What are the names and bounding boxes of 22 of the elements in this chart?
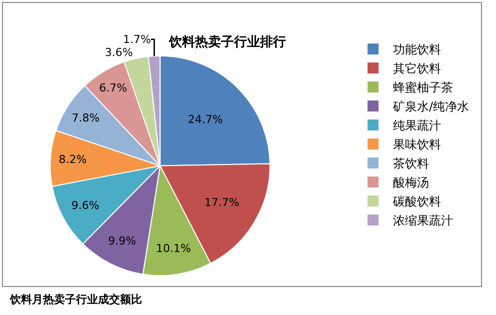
legend-label: 功能饮料 xyxy=(393,42,442,57)
legend-label: 矿泉水/纯净水 xyxy=(392,100,470,114)
chart-title: 饮料热卖子行业排行 xyxy=(168,35,286,50)
data-label: 9.6% xyxy=(71,199,100,212)
data-label: 10.1% xyxy=(156,242,191,255)
legend-label: 其它饮料 xyxy=(393,62,442,76)
legend-label: 碳酸饮料 xyxy=(392,194,442,209)
data-label: 1.7% xyxy=(123,32,151,46)
legend-label: 果味饮料 xyxy=(393,138,442,152)
data-label: 7.8% xyxy=(72,111,100,124)
legend-label: 浓缩果蔬汁 xyxy=(393,214,454,228)
legend-label: 纯果蔬汁 xyxy=(393,118,442,133)
text: 饮料月热卖子行业成交额比 xyxy=(10,292,142,307)
legend-label: 酸梅汤 xyxy=(393,176,430,190)
data-label: 3.6% xyxy=(104,46,133,59)
data-label: 6.7% xyxy=(99,81,128,94)
legend-label: 蜂蜜柚子茶 xyxy=(393,80,454,95)
data-label: 24.7% xyxy=(188,113,223,126)
data-label: 9.9% xyxy=(108,234,136,248)
data-label: 17.7% xyxy=(204,196,240,210)
legend-label: 茶饮料 xyxy=(393,156,430,171)
data-label: 8.2% xyxy=(58,153,87,166)
